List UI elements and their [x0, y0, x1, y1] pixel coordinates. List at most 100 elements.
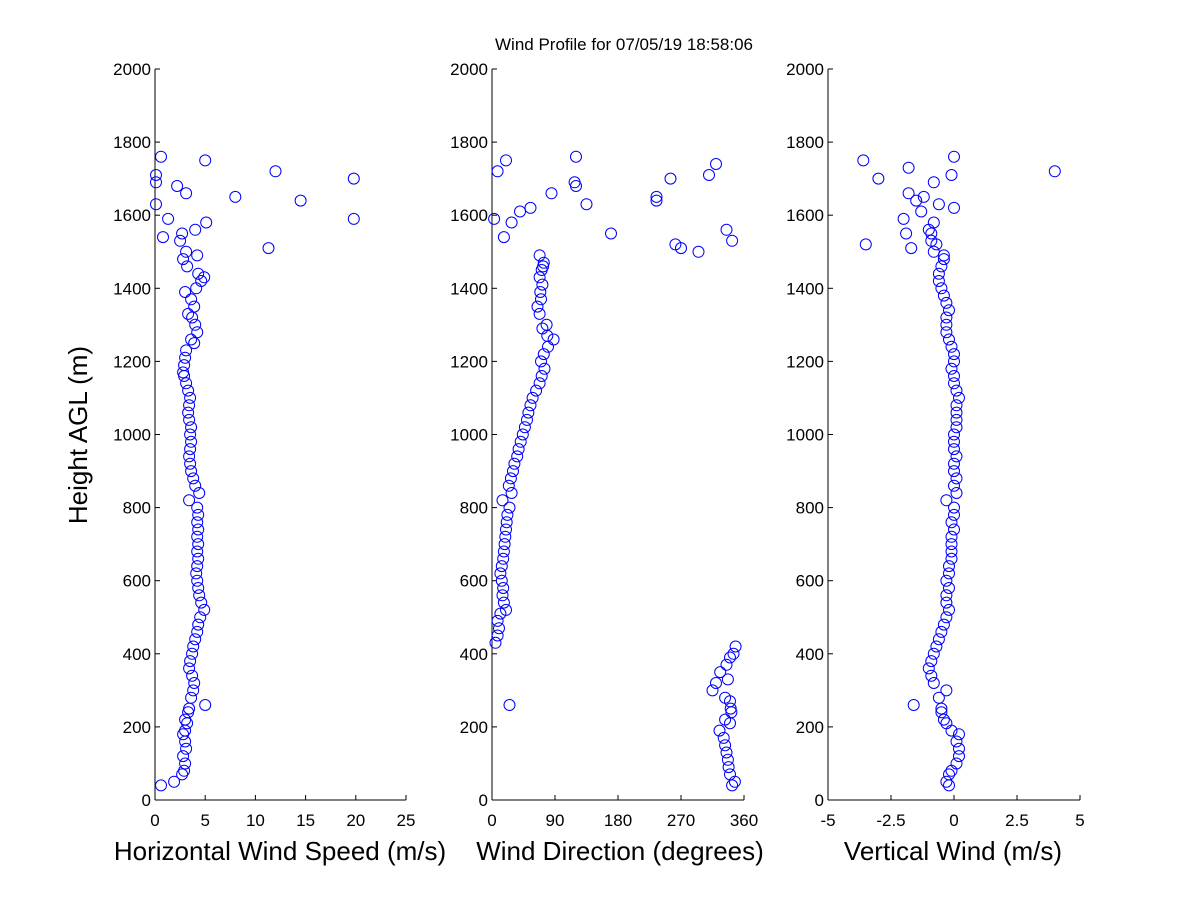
x-tick-label: 180	[604, 811, 632, 830]
data-point	[199, 699, 212, 711]
data-point	[524, 201, 537, 214]
data-point	[497, 231, 510, 244]
data-point	[950, 472, 963, 485]
data-point	[675, 242, 687, 255]
data-point	[710, 677, 722, 689]
y-tick-label: 0	[479, 791, 488, 810]
data-point	[183, 662, 196, 675]
data-point	[192, 552, 205, 565]
data-point	[940, 318, 953, 331]
data-point	[538, 362, 551, 375]
data-point	[948, 465, 960, 478]
data-point	[726, 779, 739, 792]
data-point	[183, 494, 196, 507]
data-point	[948, 523, 960, 536]
data-point	[534, 286, 547, 298]
data-point	[505, 487, 518, 499]
data-point	[945, 764, 958, 777]
y-tick-label: 1600	[113, 206, 151, 225]
data-point	[650, 190, 663, 203]
data-point	[500, 516, 513, 529]
y-tick-label: 200	[796, 718, 824, 737]
data-point	[198, 603, 211, 616]
data-point	[537, 256, 550, 269]
data-point	[262, 242, 275, 255]
data-point	[945, 516, 958, 529]
data-point	[953, 391, 965, 404]
data-point	[191, 516, 204, 529]
data-point	[193, 589, 206, 602]
data-point	[500, 523, 512, 536]
data-point	[940, 589, 953, 602]
data-point	[185, 691, 198, 704]
data-point	[948, 201, 960, 214]
data-point	[950, 384, 963, 397]
data-point	[180, 742, 193, 755]
data-point	[950, 399, 963, 412]
data-point	[945, 545, 958, 558]
data-point	[507, 465, 519, 478]
data-point	[724, 702, 737, 715]
x-tick-label: -2.5	[876, 811, 905, 830]
data-point	[940, 775, 953, 788]
data-point	[491, 165, 504, 178]
data-point	[719, 739, 732, 752]
data-point	[512, 443, 525, 456]
data-point	[178, 370, 191, 382]
data-point	[948, 457, 960, 470]
data-point	[188, 337, 201, 350]
data-point	[184, 655, 197, 668]
data-point	[186, 669, 199, 682]
data-point	[191, 530, 204, 543]
data-point	[516, 428, 529, 441]
data-point	[191, 249, 204, 262]
data-point	[533, 307, 546, 320]
data-point	[180, 245, 193, 258]
data-point	[950, 413, 963, 426]
data-point	[195, 596, 208, 609]
data-point	[192, 267, 205, 280]
data-point	[191, 545, 204, 558]
data-point	[943, 304, 955, 317]
data-point	[191, 501, 204, 514]
data-point	[935, 282, 948, 295]
data-point	[935, 625, 948, 638]
y-tick-label: 0	[815, 791, 824, 810]
data-point	[192, 538, 205, 551]
y-tick-label: 800	[123, 499, 151, 518]
data-point	[150, 198, 162, 211]
data-point	[580, 198, 593, 211]
data-point	[294, 194, 307, 207]
data-point	[953, 750, 965, 763]
data-point	[502, 479, 515, 492]
data-point	[535, 355, 547, 368]
data-point	[945, 552, 958, 565]
data-point	[495, 574, 508, 587]
data-point	[198, 271, 211, 284]
x-tick-label: 25	[397, 811, 416, 830]
data-point	[945, 530, 958, 543]
x-tick-label: -5	[820, 811, 835, 830]
data-point	[902, 161, 915, 174]
subplot-1: 0 200 400 600 800 1000 1200 1400 1600 1800 2000 0 5 1…	[63, 60, 446, 866]
data-point	[489, 636, 502, 649]
data-point	[493, 622, 505, 635]
y-tick-label: 2000	[786, 60, 824, 79]
data-point	[183, 702, 196, 715]
y-tick-label: 1800	[450, 133, 488, 152]
data-point	[570, 150, 582, 163]
data-point	[948, 443, 960, 456]
data-point	[953, 728, 965, 741]
data-point	[927, 176, 940, 189]
data-point	[530, 384, 543, 397]
data-point	[932, 275, 945, 287]
data-point	[195, 275, 208, 287]
data-point	[522, 406, 535, 419]
x-tick-label: 90	[546, 811, 565, 830]
data-point	[948, 479, 960, 492]
data-point	[537, 348, 550, 361]
data-point	[724, 651, 736, 664]
data-point	[192, 618, 205, 631]
data-point	[859, 238, 872, 251]
